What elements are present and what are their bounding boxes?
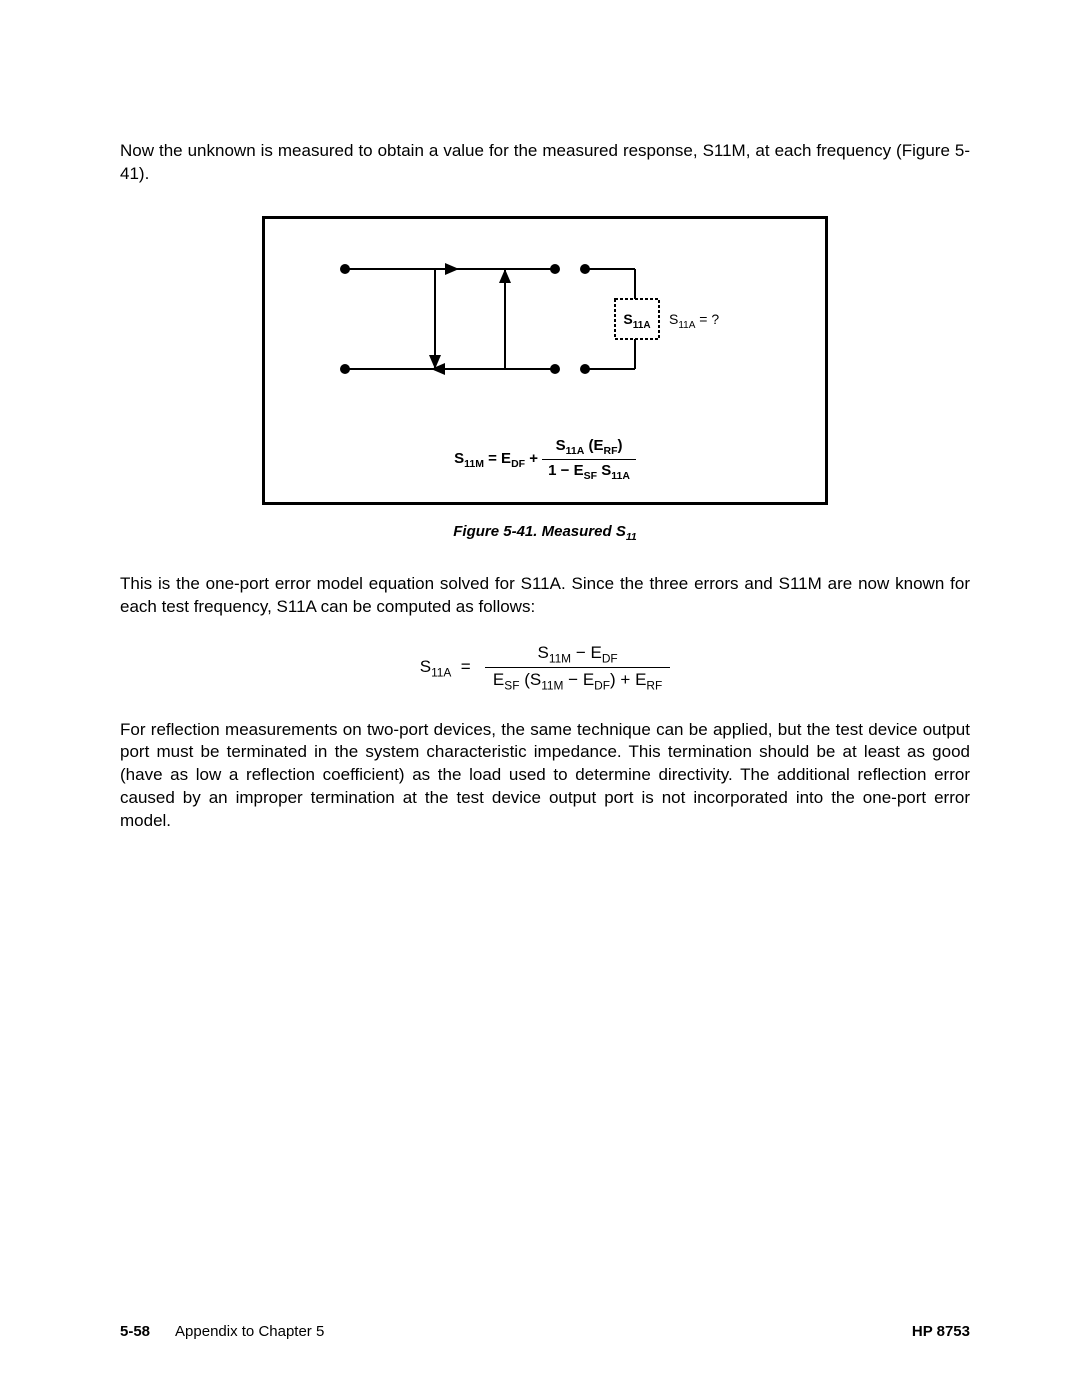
signal-flow-diagram: S11A S11A = ?	[325, 249, 765, 409]
eq-numerator: S11A (ERF)	[542, 437, 636, 459]
page-number: 5-58	[120, 1323, 150, 1340]
caption-sub: 11	[626, 531, 637, 543]
caption-prefix: Figure 5-41. Measured	[453, 523, 616, 540]
intro-paragraph: Now the unknown is measured to obtain a …	[120, 140, 970, 186]
svg-text:S11A = ?: S11A = ?	[669, 311, 719, 331]
eq-lhs: S11M = EDF +	[454, 450, 542, 467]
figure-caption: Figure 5-41. Measured S11	[120, 523, 970, 543]
footer-right: HP 8753	[912, 1323, 970, 1340]
eq-denominator: 1 − ESF S11A	[542, 459, 636, 482]
page-footer: 5-58 Appendix to Chapter 5 HP 8753	[120, 1323, 970, 1340]
caption-symbol: S11	[616, 523, 637, 540]
appendix-label: Appendix to Chapter 5	[175, 1323, 324, 1340]
figure-equation: S11M = EDF + S11A (ERF) 1 − ESF S11A	[325, 437, 765, 482]
main-eq-lhs: S11A =	[420, 657, 480, 676]
mid-paragraph: This is the one-port error model equatio…	[120, 573, 970, 619]
main-equation: S11A = S11M − EDF ESF (S11M − EDF) + ERF	[120, 643, 970, 693]
figure-container: S11A S11A = ? S11M = EDF + S11A (ERF) 1 …	[120, 216, 970, 505]
svg-text:S11A: S11A	[623, 311, 650, 331]
final-paragraph: For reflection measurements on two-port …	[120, 719, 970, 834]
main-eq-denominator: ESF (S11M − EDF) + ERF	[485, 667, 670, 692]
main-eq-numerator: S11M − EDF	[485, 643, 670, 667]
figure-border-box: S11A S11A = ? S11M = EDF + S11A (ERF) 1 …	[262, 216, 828, 505]
footer-left: 5-58 Appendix to Chapter 5	[120, 1323, 324, 1340]
